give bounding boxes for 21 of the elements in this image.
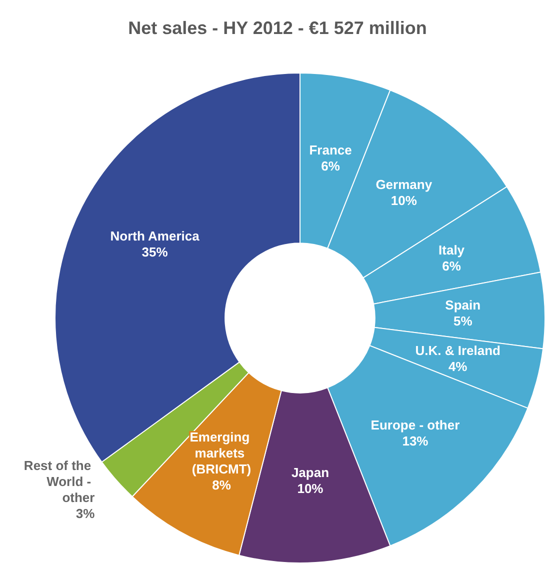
slice-label: Europe - other [370,418,460,433]
slice-label: Germany [376,176,433,192]
data-label: 10% [390,192,418,208]
data-label: 10% [297,481,324,496]
slice-label: Spain [445,297,481,312]
slice-label: North America [110,228,200,244]
data-label: 4% [448,359,468,374]
data-label: 5% [453,313,473,328]
data-label: 8% [212,477,232,492]
data-label: 13% [402,434,429,449]
data-label: 6% [442,258,462,274]
slice-label: Emerging markets (BRICMT) [190,429,254,476]
data-label: 3% [76,506,96,521]
slice-label: Japan [291,465,330,480]
slice-label: U.K. & Ireland [415,343,501,358]
slice-label: Italy [438,242,466,258]
data-label: 35% [142,244,168,260]
slice-label: Rest of the World - other [24,458,95,505]
data-label: 6% [321,158,340,174]
slice-label: France [309,142,352,158]
chart-title: Net sales - HY 2012 - €1 527 million [128,18,427,38]
